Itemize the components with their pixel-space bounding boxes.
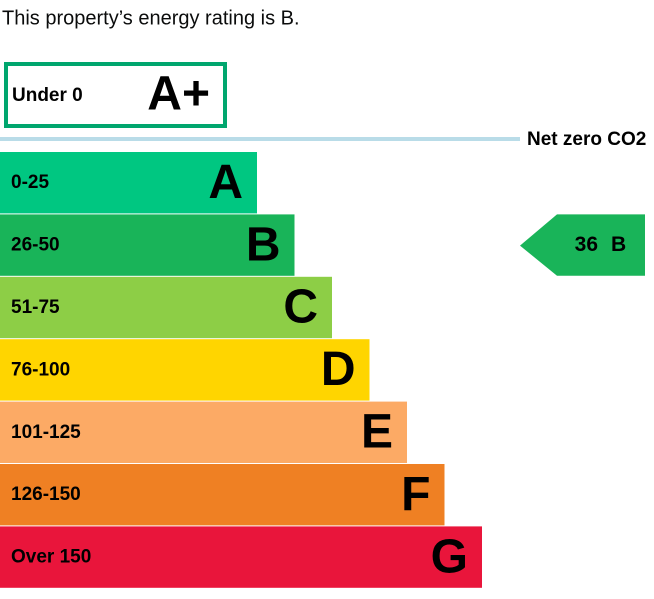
band-range: 51-75 (11, 297, 60, 318)
band-letter: E (361, 405, 393, 458)
band-range: 0-25 (11, 172, 49, 193)
band-bar (0, 152, 257, 214)
band-range: Over 150 (11, 547, 91, 568)
band-bar (0, 401, 407, 463)
band-range: 76-100 (11, 359, 70, 380)
band-bar (0, 526, 482, 588)
band-letter: B (246, 218, 281, 271)
band-range: 26-50 (11, 235, 60, 256)
current-score: 36 (575, 233, 598, 256)
rating-summary: This property’s energy rating is B. (2, 7, 300, 29)
band-bar (0, 214, 295, 276)
band-range: 101-125 (11, 422, 81, 443)
band-letter: F (401, 468, 430, 521)
band-bar (0, 339, 370, 401)
band-letter: C (283, 281, 318, 334)
band-letter: D (321, 343, 356, 396)
band-range: 126-150 (11, 484, 81, 505)
band-bar (0, 276, 332, 339)
band-bar (0, 464, 445, 526)
top-band-letter: A+ (147, 68, 210, 121)
top-band-box (4, 62, 227, 128)
top-band-range: Under 0 (12, 85, 83, 106)
band-letter: G (431, 530, 468, 583)
current-letter: B (611, 233, 626, 256)
band-letter: A (208, 156, 243, 209)
current-rating-arrow (520, 214, 645, 276)
net-zero-label: Net zero CO2 (527, 129, 646, 150)
